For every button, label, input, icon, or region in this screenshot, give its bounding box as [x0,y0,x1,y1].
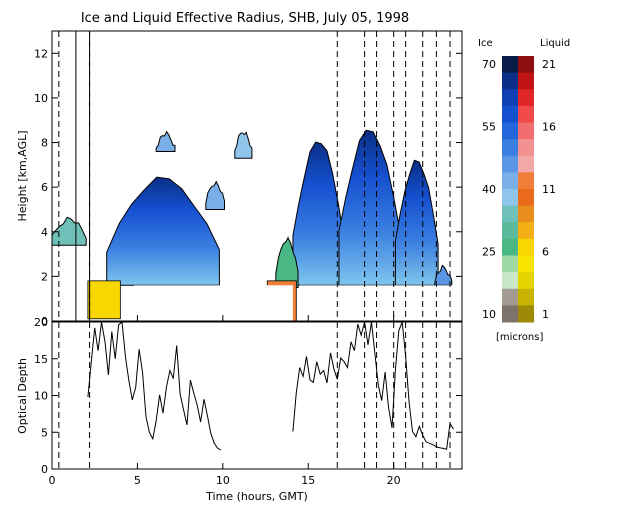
time-tick-label: 20 [387,474,401,487]
colorbar-liquid-swatch [518,222,534,240]
colorbar-liquid-swatch [518,72,534,90]
chart-title: Ice and Liquid Effective Radius, SHB, Ju… [81,11,409,26]
colorbar-liquid-tick: 6 [542,246,549,259]
colorbar-ice-label: Ice [478,38,493,49]
colorbar-ice-swatch [502,139,518,157]
colorbar-ice-swatch [502,272,518,290]
time-tick-label: 5 [134,474,141,487]
colorbar-liquid-swatch [518,122,534,140]
time-tick-label: 0 [49,474,56,487]
colorbar-liquid-tick: 11 [542,183,556,196]
cloud-layers [52,129,456,321]
time-axis: 0 5 10 15 20 [49,315,401,487]
radius-panel-frame [51,30,463,322]
optical-depth-tick-label: 15 [34,353,48,366]
optical-depth-line [292,322,454,450]
colorbar-liquid-swatch [518,139,534,157]
time-tick-label: 15 [301,474,315,487]
colorbar-ice-swatch [502,205,518,223]
colorbar-ticks: 70 21 55 16 40 11 25 6 10 1 [482,58,556,321]
colorbar-liquid-swatch [518,105,534,123]
colorbar-ice-swatch [502,122,518,140]
colorbar-liquid-scale [518,56,534,323]
colorbar-liquid-swatch [518,305,534,323]
masked-region [299,285,456,321]
colorbar-ice-tick: 25 [482,246,496,259]
height-tick-label: 0 [41,315,48,328]
optical-depth-series [87,322,454,451]
height-tick-label: 2 [41,270,48,283]
height-tick-label: 6 [41,181,48,194]
optical-depth-axis: 0 5 10 15 20 [34,316,462,476]
optical-depth-line [87,322,222,451]
ice-cloud-layer [338,129,401,286]
ice-cloud-layer [106,176,220,286]
colorbar-liquid-tick: 16 [542,121,556,134]
colorbar-ice-swatch [502,105,518,123]
height-tick-label: 8 [41,137,48,150]
colorbar-ice-tick: 55 [482,121,496,134]
ice-cloud-layer [275,236,299,288]
colorbar-liquid-swatch [518,288,534,306]
ice-cloud-layer [292,141,345,286]
bottom-dashed-markers [58,322,451,469]
colorbar-ice-swatch [502,172,518,190]
ice-cloud-layer [234,131,253,159]
colorbar-liquid-swatch [518,255,534,273]
ice-cloud-layer [52,216,87,246]
optical-depth-panel: 0 5 10 15 20 0 5 10 15 20 Optical Depth Time (ho… [16,315,463,503]
colorbar-liquid-tick: 21 [542,58,556,71]
colorbar-liquid-swatch [518,238,534,256]
colorbar-ice-swatch [502,255,518,273]
height-tick-label: 4 [41,226,48,239]
optical-depth-tick-label: 5 [41,426,48,439]
masked-region [134,285,293,321]
ice-cloud-layer [155,130,176,152]
colorbar-ice-swatch [502,72,518,90]
optical-depth-tick-label: 20 [34,316,48,329]
colorbar-ice-tick: 10 [482,308,496,321]
height-tick-label: 12 [34,47,48,60]
colorbar-liquid-label: Liquid [540,38,570,49]
colorbar-liquid-swatch [518,89,534,107]
colorbar-ice-swatch [502,89,518,107]
optical-depth-axis-label: Optical Depth [16,358,29,434]
colorbar-liquid-tick: 1 [542,308,549,321]
colorbar-unit-label: [microns] [496,332,543,343]
optical-depth-tick-label: 0 [41,463,48,476]
time-tick-label: 10 [216,474,230,487]
colorbar-liquid-swatch [518,272,534,290]
colorbar-liquid-swatch [518,189,534,207]
ice-cloud-layer [205,180,225,210]
colorbar-liquid-swatch [518,155,534,173]
height-axis: 0 2 4 6 8 10 12 [34,47,462,328]
colorbar-ice-swatch [502,305,518,323]
instrument-gaps [75,31,91,321]
colorbar-liquid-swatch [518,172,534,190]
ice-cloud-layer [394,159,439,286]
time-axis-label: Time (hours, GMT) [205,490,308,503]
colorbar-ice-tick: 70 [482,58,496,71]
colorbar-liquid-swatch [518,56,534,74]
colorbar-ice-scale [502,56,518,323]
height-axis-label: Height [km,AGL] [16,130,29,221]
optical-depth-tick-label: 10 [34,390,48,403]
colorbar-liquid-swatch [518,205,534,223]
colorbar-ice-swatch [502,155,518,173]
colorbar-ice-tick: 40 [482,183,496,196]
colorbar-ice-swatch [502,288,518,306]
liquid-cloud-layer [87,280,121,320]
colorbar-ice-swatch [502,56,518,74]
radius-panel: 0 2 4 6 8 10 12 Height [km,AGL] [16,30,463,328]
colorbar-ice-swatch [502,238,518,256]
colorbar-ice-swatch [502,189,518,207]
colorbar-ice-swatch [502,222,518,240]
height-tick-label: 10 [34,92,48,105]
colorbar: Ice Liquid 70 21 55 16 40 11 25 6 10 1 [microns] [478,38,570,343]
